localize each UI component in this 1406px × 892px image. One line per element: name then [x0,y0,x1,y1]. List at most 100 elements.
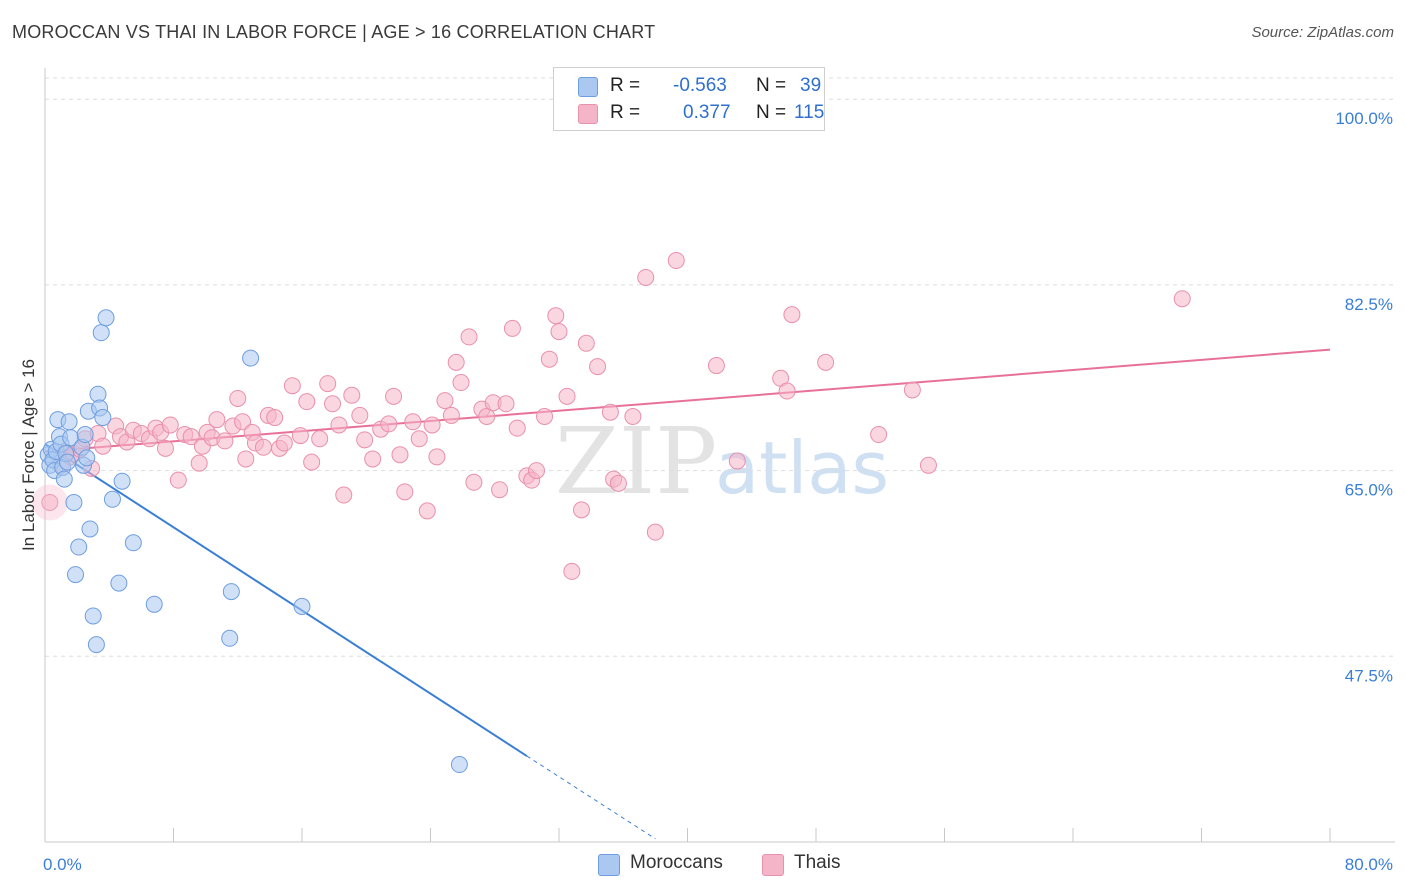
thai-point [503,319,521,337]
thai-point [208,411,226,429]
moroccan-point [103,490,121,508]
moroccan-point [124,534,142,552]
thai-point [497,395,515,413]
legend-n-label: N = [756,102,787,123]
thai-point [182,428,200,446]
thai-point [550,323,568,341]
thai-point [404,413,422,431]
y-tick-label: 100.0% [1335,109,1393,128]
legend-n-value-thais: 115 [794,102,825,123]
thai-point [1173,290,1191,308]
moroccan-point [81,520,99,538]
thai-point [436,392,454,410]
thai-point [577,334,595,352]
moroccan-point [60,413,78,431]
x-tick-labels: 0.0% 80.0% [43,855,1393,874]
thai-point [817,353,835,371]
thai-point [396,483,414,501]
thai-point [303,453,321,471]
thai-point [319,375,337,393]
thai-point [254,438,272,456]
x-tick-label: 0.0% [43,855,82,874]
thai-point [572,501,590,519]
thai-point [380,415,398,433]
legend-r-label: R = [610,102,641,123]
moroccan-point [70,538,88,556]
thai-point [418,502,436,520]
thai-points [31,252,1191,580]
thai-point [536,407,554,425]
legend-n-value-moroccans: 39 [800,75,822,96]
thai-point [275,434,293,452]
y-tick-label: 47.5% [1345,666,1393,685]
thai-point [423,416,441,434]
thai-point [169,471,187,489]
x-tick-label: 80.0% [1345,855,1393,874]
moroccan-point [87,636,105,654]
moroccan-trendline-extension [526,755,656,840]
thai-point [624,407,642,425]
thai-point [291,427,309,445]
thai-point [778,382,796,400]
thai-point [452,374,470,392]
moroccan-point [145,595,163,613]
thai-point [508,419,526,437]
moroccan-point [55,470,73,488]
thai-point [351,406,369,424]
moroccan-point [97,309,115,327]
moroccan-point [110,574,128,592]
legend-n-label: N = [756,75,787,96]
thai-point [460,328,478,346]
thai-point [547,307,565,325]
watermark-atlas: atlas [715,426,889,510]
moroccan-point [94,409,112,427]
thai-point [478,407,496,425]
thai-point [330,416,348,434]
thai-point [646,523,664,541]
moroccans-swatch [578,77,598,97]
moroccans-swatch [598,854,620,876]
thai-point [266,409,284,427]
moroccan-point [113,472,131,490]
moroccan-point [84,607,102,625]
moroccan-point [78,449,96,467]
thais-swatch [762,854,784,876]
thai-point [335,486,353,504]
thai-point [41,493,59,511]
bottom-legend-label-moroccans: Moroccans [630,852,723,873]
moroccan-point [242,349,260,367]
thai-point [283,377,301,395]
thai-point [234,413,252,431]
thai-point [609,474,627,492]
watermark-zip: ZIP [555,408,717,515]
thai-point [94,437,112,455]
moroccan-point [76,426,94,444]
moroccan-point [67,566,85,584]
thai-point [298,393,316,411]
y-tick-label: 82.5% [1345,295,1393,314]
moroccan-point [92,324,110,342]
thai-point [442,406,460,424]
thai-point [783,306,801,324]
thai-point [601,403,619,421]
y-axis-label: In Labor Force | Age > 16 [19,359,38,551]
thai-point [385,387,403,405]
thai-point [311,430,329,448]
moroccan-point [450,756,468,774]
thai-point [540,350,558,368]
watermark: ZIP atlas [555,408,889,515]
thai-point [589,358,607,376]
thai-point [428,448,446,466]
thai-point [919,456,937,474]
thai-point [216,432,234,450]
thai-point [343,386,361,404]
thai-point [237,450,255,468]
thai-point [324,395,342,413]
legend-r-label: R = [610,75,641,96]
thai-point [161,416,179,434]
moroccan-point [58,453,76,471]
thai-point [667,252,685,270]
thai-point [870,426,888,444]
moroccan-trendline [44,443,528,757]
thai-point [229,389,247,407]
